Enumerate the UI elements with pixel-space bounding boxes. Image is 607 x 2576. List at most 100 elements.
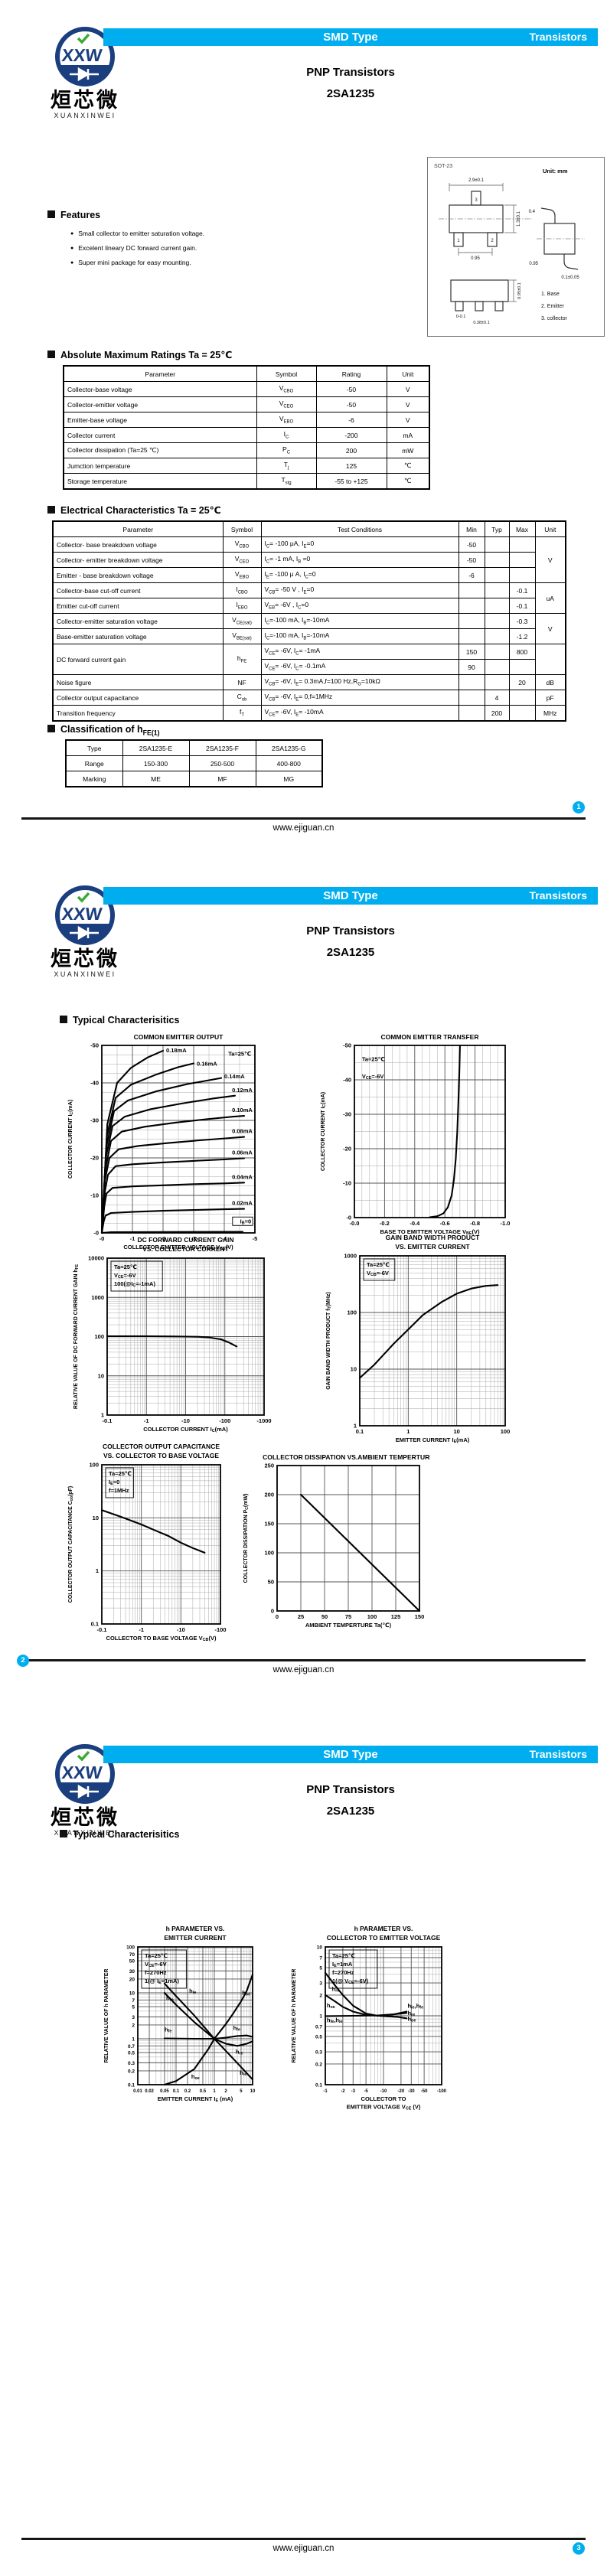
svg-text:f=270Hz: f=270Hz <box>145 1969 167 1976</box>
svg-text:RELATIVE VALUE OF h PARAMETER: RELATIVE VALUE OF h PARAMETER <box>292 1969 297 2063</box>
svg-text:hie: hie <box>189 1987 196 1995</box>
footer-site: www.ejiguan.cn <box>272 2544 335 2553</box>
table-cell: DC forward current gain <box>52 644 224 675</box>
table-cell <box>508 536 536 553</box>
table-cell: VCB= -6V, IE= 0.3mA,f=100 Hz,RG=10kΩ <box>260 674 459 690</box>
table-cell: ME <box>122 771 190 787</box>
svg-text:0.10mA: 0.10mA <box>232 1107 253 1114</box>
table-cell: Tstg <box>256 473 317 490</box>
table-cell: VCBO <box>222 536 262 553</box>
table-cell: mW <box>386 442 430 458</box>
svg-text:h PARAMETER VS.: h PARAMETER VS. <box>354 1925 413 1932</box>
svg-text:0.5: 0.5 <box>128 2051 135 2056</box>
table-cell: Symbol <box>222 520 262 537</box>
svg-text:f=1MHz: f=1MHz <box>109 1487 129 1494</box>
banner-smd-type: SMD Type <box>323 31 378 44</box>
svg-text:0.3: 0.3 <box>128 2061 135 2066</box>
svg-text:VS. COLLECTOR TO BASE VOLTAGE: VS. COLLECTOR TO BASE VOLTAGE <box>103 1452 219 1459</box>
svg-text:-10: -10 <box>177 1626 185 1633</box>
chart-common-emitter-output: COMMON EMITTER OUTPUT -0 -1 -2 -3 -4 -5 -0 -10 -2… <box>64 1031 266 1257</box>
table-cell: Noise figure <box>52 674 224 690</box>
table-cell: uA <box>534 582 566 614</box>
dim-lead-pitch: 0.95 <box>471 256 480 261</box>
table-cell: Parameter <box>52 520 224 537</box>
table-cell: Collector output capacitance <box>52 690 224 706</box>
svg-text:-5: -5 <box>364 2089 368 2094</box>
table-row: Range 150-300 250-500 400-800 <box>65 755 323 771</box>
table-cell: 150-300 <box>122 755 190 771</box>
company-name-en: XUANXINWEI <box>54 112 116 120</box>
svg-text:XXW: XXW <box>60 1762 103 1782</box>
svg-text:hre: hre <box>236 2049 243 2056</box>
table-cell: V <box>386 412 430 428</box>
svg-text:0.05: 0.05 <box>160 2089 169 2094</box>
svg-text:GAIN BAND WIDTH PRODUCT: GAIN BAND WIDTH PRODUCT <box>386 1234 481 1241</box>
svg-text:50: 50 <box>321 1613 328 1620</box>
table-cell: VCE(sat) <box>222 613 262 629</box>
svg-text:0.12mA: 0.12mA <box>232 1087 253 1094</box>
table-cell: Collector- base breakdown voltage <box>52 536 224 553</box>
svg-text:100: 100 <box>89 1462 99 1469</box>
svg-text:5: 5 <box>319 1966 322 1971</box>
chart-svg-common-emitter-output: COMMON EMITTER OUTPUT -0 -1 -2 -3 -4 -5 -0 -10 -2… <box>68 1033 257 1251</box>
table-cell: Cob <box>222 690 262 706</box>
svg-text:IE=1mA: IE=1mA <box>332 1961 353 1968</box>
brand-logo: XXW 烜芯微 XUANXINWEI <box>34 26 136 119</box>
table-cell: VCB= -50 V , IE=0 <box>260 582 459 598</box>
svg-text:Ta=25℃: Ta=25℃ <box>145 1952 168 1959</box>
table-cell <box>508 567 536 583</box>
svg-text:EMITTER VOLTAGE VCE (V): EMITTER VOLTAGE VCE (V) <box>347 2104 421 2111</box>
svg-text:-0.2: -0.2 <box>380 1220 390 1227</box>
page-number-badge: 1 <box>573 801 585 814</box>
table-cell: IC=-100 mA, IB=-10mA <box>260 628 459 644</box>
svg-text:100(@IC=-1mA): 100(@IC=-1mA) <box>114 1280 155 1288</box>
table-cell <box>458 598 485 614</box>
banner-transistors: Transistors <box>529 889 587 902</box>
svg-text:-0: -0 <box>100 1235 105 1242</box>
header-banner: SMD Type Transistors <box>103 887 598 905</box>
svg-text:-0.1: -0.1 <box>103 1417 113 1424</box>
svg-text:COMMON EMITTER TRANSFER: COMMON EMITTER TRANSFER <box>381 1033 479 1041</box>
svg-text:GAIN BAND WIDTH PRODUCT fT(MH: GAIN BAND WIDTH PRODUCT fT(MHz) <box>326 1292 332 1390</box>
svg-text:0.1: 0.1 <box>356 1428 364 1435</box>
svg-text:1(@ IE=1mA): 1(@ IE=1mA) <box>145 1978 179 1985</box>
banner-smd-type: SMD Type <box>323 1748 378 1761</box>
hfe-classification-table: Type 2SA1235-E 2SA1235-F 2SA1235-G Range 150-… <box>65 739 323 787</box>
footer-rule <box>21 1659 586 1661</box>
svg-text:EMITTER CURRENT: EMITTER CURRENT <box>164 1934 227 1942</box>
svg-text:70: 70 <box>129 1952 135 1958</box>
table-cell: VEB= -6V , IC=0 <box>260 598 459 614</box>
svg-text:COLLECTOR DISSIPATION VS.AMBIE: COLLECTOR DISSIPATION VS.AMBIENT TEMPERT… <box>263 1453 430 1461</box>
package-unit-label: Unit: mm <box>543 168 568 174</box>
svg-text:0: 0 <box>276 1613 279 1620</box>
svg-text:hie: hie <box>240 2069 246 2077</box>
table-row: Collector- base breakdown voltage VCBO IC=… <box>52 536 566 583</box>
table-row: Transition frequency fT VCE= -6V, IE= -10m… <box>52 705 566 722</box>
svg-text:COLLECTOR CURRENT IC(mA): COLLECTOR CURRENT IC(mA) <box>68 1100 74 1179</box>
dim-lead-thickness: 0.4 <box>529 210 536 214</box>
banner-transistors: Transistors <box>529 1748 587 1760</box>
table-row: Collector output capacitance Cob VCB= -6V,… <box>52 690 566 706</box>
svg-text:VCE=-6V: VCE=-6V <box>114 1272 136 1280</box>
table-cell: -6 <box>315 412 387 428</box>
svg-text:VS. COLLECTOR CURRENT: VS. COLLECTOR CURRENT <box>142 1245 230 1253</box>
table-cell <box>484 613 510 629</box>
amr-heading: Absolute Maximum Ratings Ta = 25℃ <box>47 349 232 360</box>
svg-text:hoe: hoe <box>327 2002 335 2010</box>
table-cell: IC= -100 μA, IE=0 <box>260 536 459 553</box>
section-square-icon <box>47 210 55 218</box>
table-cell <box>458 674 485 690</box>
table-cell <box>484 628 510 644</box>
footer-rule <box>21 2538 586 2540</box>
svg-text:0.04mA: 0.04mA <box>232 1173 253 1180</box>
table-cell: V <box>386 381 430 397</box>
table-cell: IC <box>256 427 317 443</box>
table-cell: IC= -1 mA, IB =0 <box>260 552 459 568</box>
svg-text:VCE=-6V: VCE=-6V <box>145 1961 167 1968</box>
svg-text:Ta=25℃: Ta=25℃ <box>228 1051 251 1058</box>
svg-text:1: 1 <box>406 1428 410 1435</box>
svg-text:-1: -1 <box>139 1626 144 1633</box>
table-cell: Collector- emitter breakdown voltage <box>52 552 224 568</box>
table-cell: Typ <box>484 520 510 537</box>
svg-text:hre: hre <box>166 1994 174 2002</box>
